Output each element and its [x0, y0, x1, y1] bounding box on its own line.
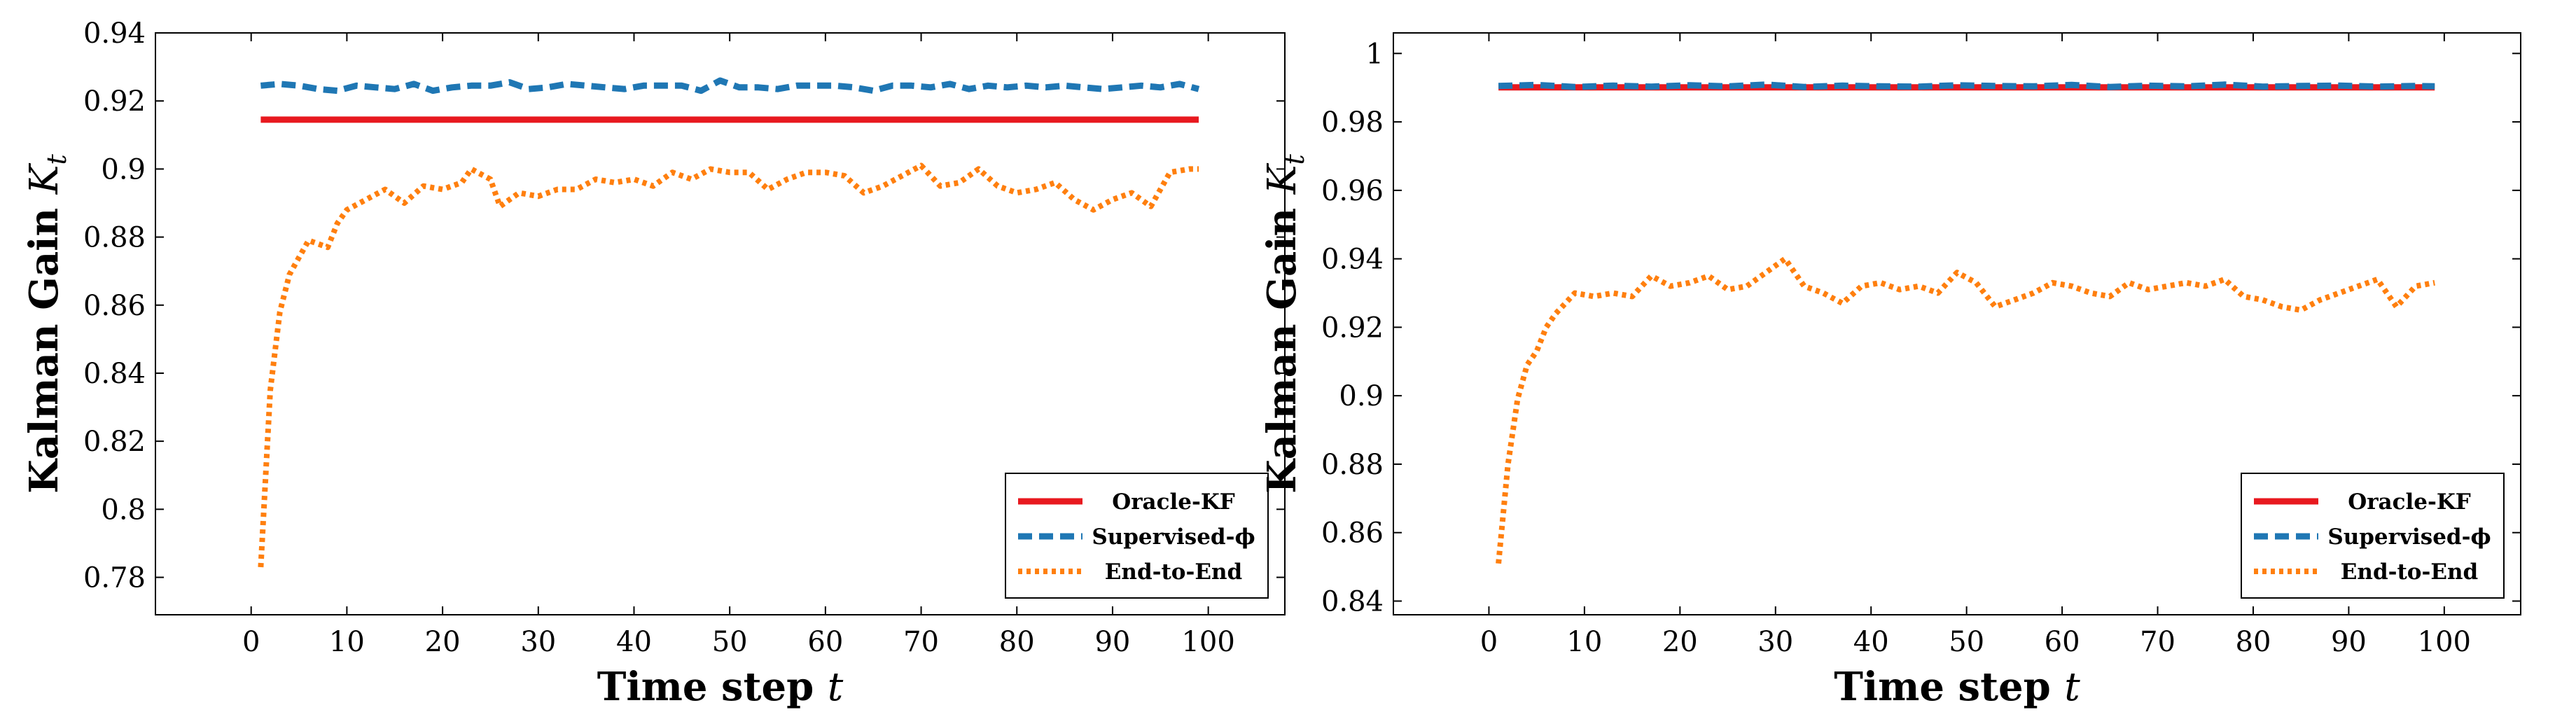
- x-tick-label: 70: [903, 626, 939, 658]
- legend-label: Supervised-ϕ: [1092, 524, 1255, 550]
- y-tick-label: 0.94: [1321, 244, 1384, 276]
- y-tick-label: 0.96: [1321, 175, 1384, 207]
- plot-frame: [155, 32, 1286, 615]
- x-tick-label: 40: [1853, 626, 1889, 658]
- y-tick-label: 0.88: [1321, 449, 1384, 481]
- y-axis-label: Kalman Gain Kt: [1259, 153, 1310, 493]
- legend-label: Oracle-KF: [1112, 489, 1235, 515]
- x-tick-label: 80: [999, 626, 1035, 658]
- x-tick-label: 50: [1949, 626, 1984, 658]
- chart-panel-1: 0 10 20 30 40 50 60 70 80 90 100 0.78 0.8 0.82 0.84 0.8…: [21, 18, 1286, 710]
- legend-label: Oracle-KF: [2348, 489, 2471, 515]
- x-tick-label: 50: [712, 626, 748, 658]
- x-tick-label: 20: [1662, 626, 1698, 658]
- y-tick-label: 0.8: [101, 494, 146, 526]
- series-line-dashed: [1498, 81, 2435, 90]
- x-tick-label: 10: [329, 626, 365, 658]
- x-tick-label: 20: [425, 626, 461, 658]
- x-tick-label: 100: [1181, 626, 1234, 658]
- y-tick-label: 0.84: [1321, 585, 1384, 618]
- y-axis-label: Kalman Gain Kt: [21, 153, 72, 493]
- y-tick-label: 0.88: [83, 222, 146, 254]
- x-tick-label: 100: [2418, 626, 2471, 658]
- y-tick-label: 0.98: [1321, 106, 1384, 139]
- x-tick-label: 0: [242, 626, 260, 658]
- x-axis-label: Time step t: [597, 664, 844, 710]
- y-tick-label: 1: [1366, 38, 1384, 70]
- chart-panel-2: 0 10 20 30 40 50 60 70 80 90 100 0.84 0.86 0.88 0.9 0.9…: [1259, 32, 2521, 710]
- legend-label: Supervised-ϕ: [2327, 524, 2491, 550]
- x-tick-label: 90: [2331, 626, 2367, 658]
- x-tick-label: 0: [1480, 626, 1498, 658]
- x-tick-label: 80: [2236, 626, 2271, 658]
- plot-frame: [1393, 32, 2521, 615]
- series-line-dotted: [258, 162, 1199, 568]
- legend-label: End-to-End: [1105, 559, 1242, 585]
- x-tick-label: 70: [2140, 626, 2175, 658]
- y-tick-label: 0.94: [83, 18, 146, 50]
- y-tick-label: 0.86: [1321, 517, 1384, 550]
- x-tick-label: 40: [616, 626, 652, 658]
- x-tick-label: 10: [1566, 626, 1602, 658]
- x-tick-label: 30: [520, 626, 556, 658]
- series-line-dotted: [1496, 256, 2435, 564]
- x-tick-label: 90: [1094, 626, 1130, 658]
- legend: Oracle-KF Supervised-ϕ End-to-End: [1005, 473, 1269, 599]
- legend: Oracle-KF Supervised-ϕ End-to-End: [2241, 473, 2505, 599]
- y-tick-label: 0.92: [83, 85, 146, 118]
- y-tick-label: 0.82: [83, 426, 146, 458]
- x-tick-label: 30: [1757, 626, 1793, 658]
- legend-label: End-to-End: [2341, 559, 2478, 585]
- x-tick-label: 60: [807, 626, 843, 658]
- y-tick-label: 0.9: [101, 153, 146, 186]
- y-tick-label: 0.86: [83, 290, 146, 322]
- y-tick-label: 0.9: [1339, 380, 1384, 412]
- y-tick-label: 0.84: [83, 358, 146, 390]
- y-tick-label: 0.92: [1321, 312, 1384, 344]
- x-tick-label: 60: [2045, 626, 2080, 658]
- y-tick-label: 0.78: [83, 562, 146, 594]
- x-axis-label: Time step t: [1834, 664, 2080, 710]
- series-line-dashed: [260, 77, 1200, 95]
